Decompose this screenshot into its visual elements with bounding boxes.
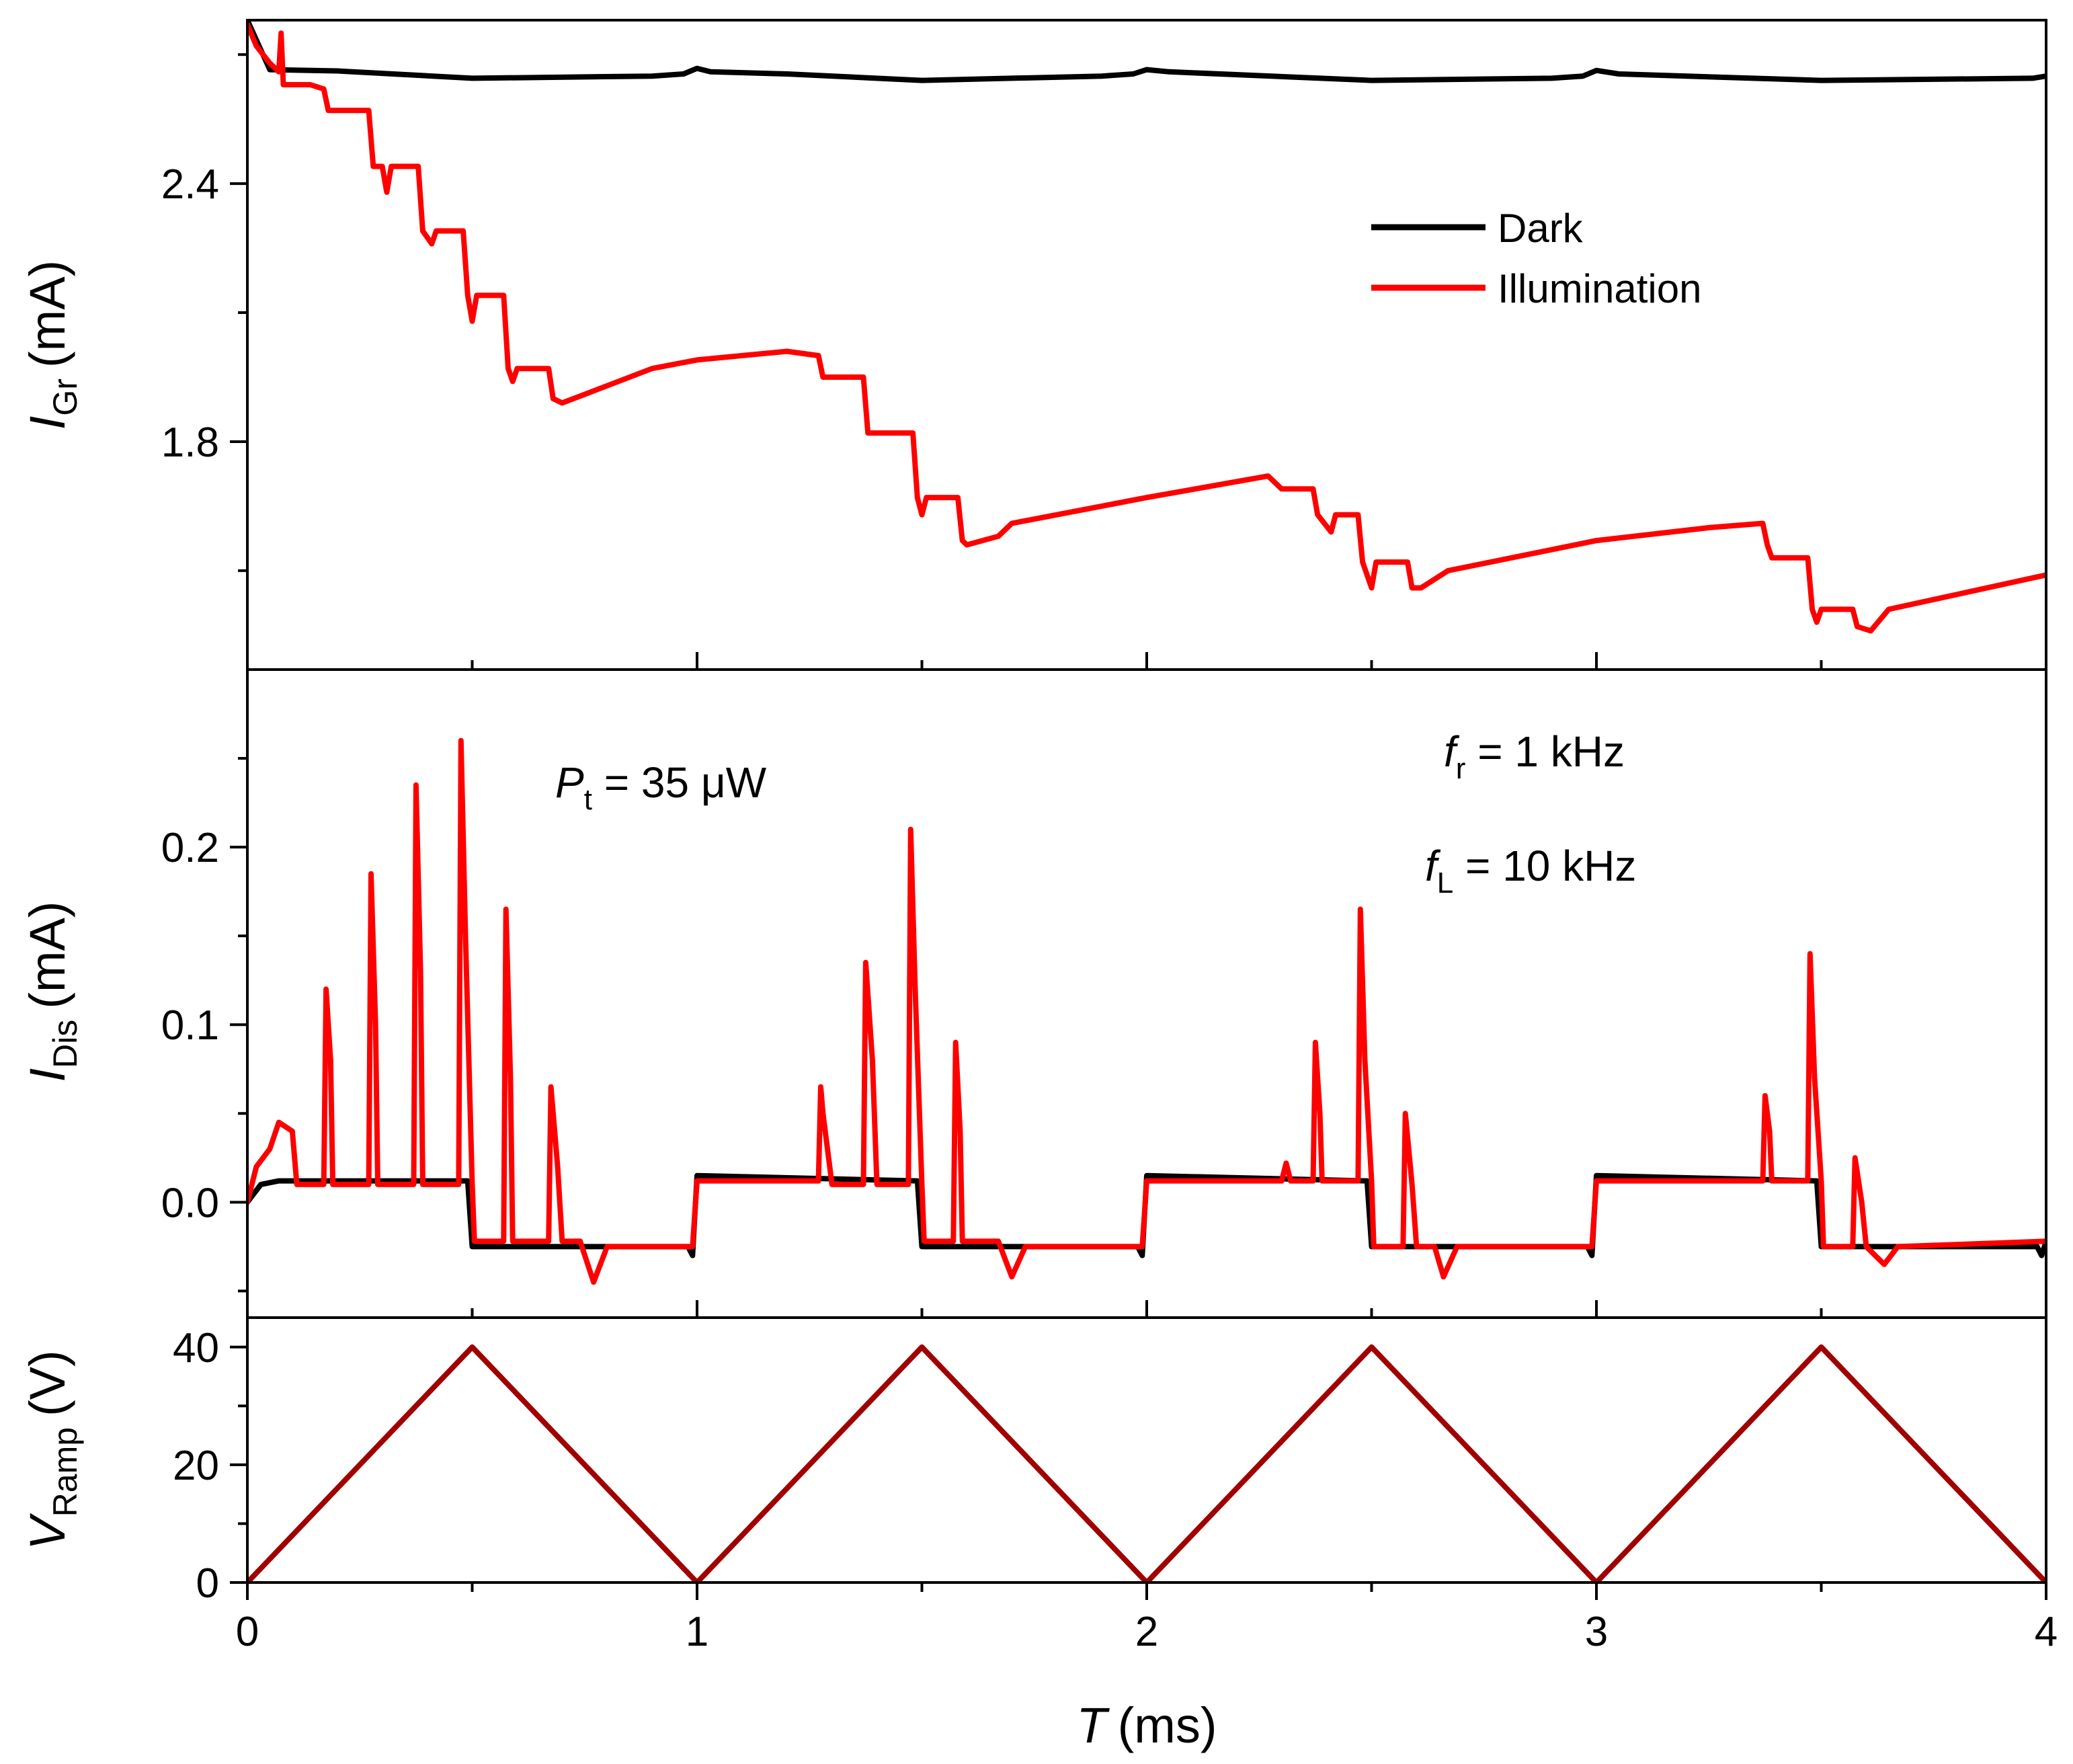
x-tick-label: 0 bbox=[236, 1609, 259, 1655]
idis-plot-area bbox=[247, 737, 2046, 1285]
x-tick-label: 4 bbox=[2035, 1609, 2058, 1655]
igr-ylabel: IGr (mA) bbox=[19, 260, 84, 430]
idis-ticks: 0.0 0.1 0.2 bbox=[161, 757, 2047, 1318]
x-axis-ticks: 0 1 2 3 4 bbox=[236, 1582, 2058, 1655]
legend-label-dark: Dark bbox=[1498, 206, 1584, 251]
annotation-fr-rest: = 1 kHz bbox=[1465, 727, 1625, 776]
vramp-plot-area bbox=[247, 1344, 2046, 1582]
vramp-ylabel-sub: Ramp bbox=[46, 1427, 84, 1517]
legend-label-illumination: Illumination bbox=[1498, 266, 1702, 311]
igr-ytick-label: 1.8 bbox=[161, 419, 219, 466]
annotation-fl: fL = 10 kHz bbox=[1425, 842, 1636, 899]
igr-ylabel-symbol: I bbox=[19, 416, 75, 430]
vramp-ylabel: VRamp (V) bbox=[19, 1350, 84, 1550]
x-axis-title: T (ms) bbox=[1076, 1697, 1217, 1753]
idis-ytick-label: 0.2 bbox=[161, 825, 219, 871]
panel-igr: 1.8 2.4 Dark Illumination IGr (mA) bbox=[19, 19, 2047, 671]
igr-plot-area bbox=[247, 20, 2046, 634]
vramp-frame bbox=[246, 1316, 2047, 1584]
idis-ytick-label: 0.1 bbox=[161, 1002, 219, 1049]
idis-ylabel-sub: Dis bbox=[46, 1020, 84, 1068]
vramp-ylabel-unit: (V) bbox=[19, 1350, 75, 1416]
vramp-series-group bbox=[247, 1344, 2046, 1582]
idis-series-dark bbox=[247, 1172, 2046, 1258]
x-axis-title-symbol: T bbox=[1076, 1697, 1110, 1753]
vramp-ytick-label: 0 bbox=[196, 1560, 219, 1607]
igr-ticks: 1.8 2.4 bbox=[161, 53, 2047, 670]
idis-ylabel-symbol: I bbox=[19, 1068, 75, 1082]
annotation-fr-sub: r bbox=[1456, 752, 1466, 785]
x-tick-label: 1 bbox=[686, 1609, 708, 1655]
idis-series-illumination bbox=[247, 737, 2046, 1285]
idis-ylabel-unit: (mA) bbox=[19, 901, 75, 1008]
annotation-pt-sub: t bbox=[584, 783, 592, 816]
idis-series-group bbox=[247, 737, 2046, 1285]
igr-series-dark bbox=[247, 20, 2046, 83]
annotation-pt: Pt = 35 μW bbox=[555, 758, 767, 816]
annotation-fr: fr = 1 kHz bbox=[1444, 727, 1625, 785]
x-tick-label: 2 bbox=[1135, 1609, 1158, 1655]
annotation-pt-symbol: P bbox=[555, 758, 584, 807]
igr-frame bbox=[246, 19, 2047, 671]
igr-ylabel-unit: (mA) bbox=[19, 260, 75, 368]
annotation-pt-rest: = 35 μW bbox=[592, 758, 767, 807]
vramp-ytick-label: 20 bbox=[173, 1443, 219, 1489]
igr-ylabel-sub: Gr bbox=[46, 378, 84, 416]
igr-legend: Dark Illumination bbox=[1371, 206, 1702, 311]
panel-vramp: 0 20 40 VRamp (V) bbox=[19, 1316, 2047, 1607]
igr-ytick-label: 2.4 bbox=[161, 161, 219, 208]
vramp-ytick-label: 40 bbox=[173, 1325, 219, 1371]
idis-ytick-label: 0.0 bbox=[161, 1180, 219, 1226]
igr-series-group bbox=[247, 20, 2046, 634]
igr-series-illumination bbox=[247, 22, 2046, 634]
annotation-fl-rest: = 10 kHz bbox=[1453, 842, 1636, 890]
idis-ylabel: IDis (mA) bbox=[19, 901, 84, 1082]
panel-idis: 0.0 0.1 0.2 Pt = 35 μW fr = 1 kHz fL = 10 … bbox=[19, 668, 2047, 1319]
x-axis-title-unit: (ms) bbox=[1118, 1697, 1217, 1753]
annotation-fl-sub: L bbox=[1437, 867, 1453, 899]
vramp-ylabel-symbol: V bbox=[19, 1513, 75, 1550]
x-tick-label: 3 bbox=[1585, 1609, 1608, 1655]
vramp-ticks: 0 20 40 bbox=[173, 1325, 247, 1607]
vramp-series-v-ramp bbox=[247, 1344, 2046, 1582]
